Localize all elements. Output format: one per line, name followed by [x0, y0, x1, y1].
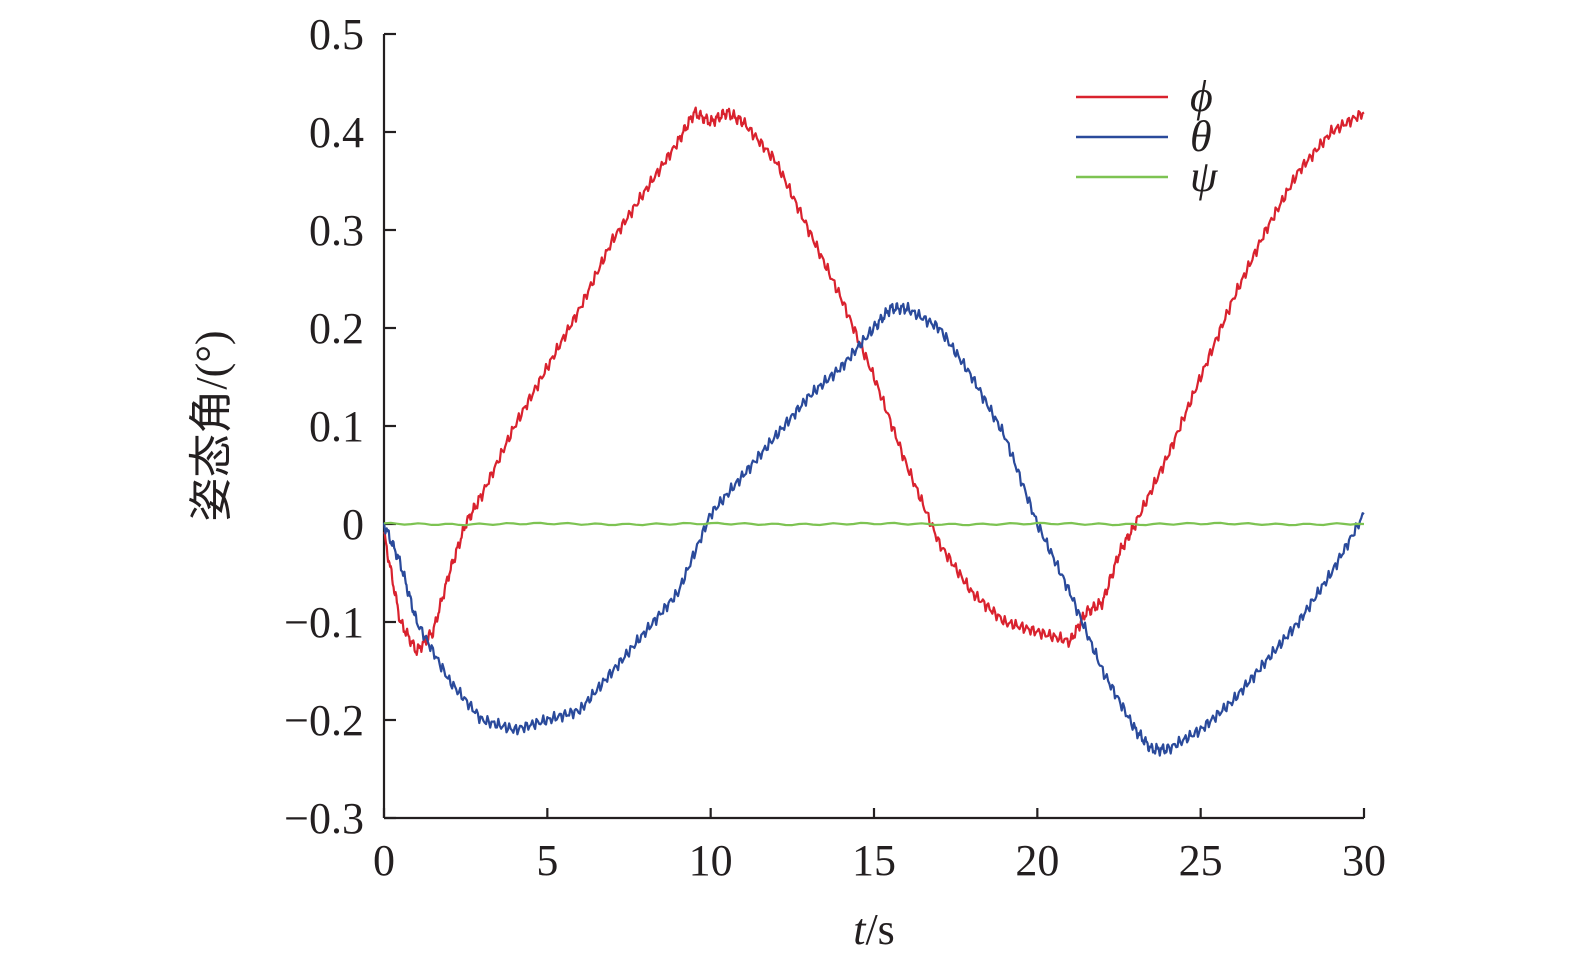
x-tick-label: 15	[852, 836, 896, 885]
x-tick-label: 20	[1015, 836, 1059, 885]
x-tick-label: 25	[1179, 836, 1223, 885]
legend-label: ϕ	[1190, 72, 1213, 121]
series-line-theta	[382, 301, 1365, 757]
legend: ϕθψ	[1076, 72, 1218, 201]
series-line-phi	[383, 106, 1365, 657]
y-tick-label: −0.1	[284, 598, 364, 647]
y-tick-label: 0	[342, 500, 364, 549]
x-axis-title-unit: /s	[865, 905, 894, 954]
x-ticks: 0 5 10 15 20 25 30	[373, 808, 1386, 885]
x-tick-label: 5	[536, 836, 558, 885]
x-tick-label: 10	[689, 836, 733, 885]
y-tick-label: 0.1	[309, 402, 364, 451]
y-tick-label: −0.3	[284, 794, 364, 843]
x-tick-label: 30	[1342, 836, 1386, 885]
y-tick-label: 0.2	[309, 304, 364, 353]
y-axis-title: 姿态角/(°)	[187, 330, 236, 521]
y-tick-label: 0.5	[309, 10, 364, 59]
y-tick-label: 0.4	[309, 108, 364, 157]
x-axis-title: t/s	[853, 905, 895, 954]
x-tick-label: 0	[373, 836, 395, 885]
series-line-psi	[383, 521, 1365, 527]
y-ticks: −0.3 −0.2 −0.1 0 0.1 0.2 0.3 0.4 0.5	[284, 10, 396, 843]
legend-label: ψ	[1190, 152, 1218, 201]
y-tick-label: 0.3	[309, 206, 364, 255]
x-axis-title-var: t	[853, 905, 867, 954]
y-tick-label: −0.2	[284, 696, 364, 745]
legend-label: θ	[1190, 112, 1212, 161]
series-group	[382, 106, 1365, 757]
